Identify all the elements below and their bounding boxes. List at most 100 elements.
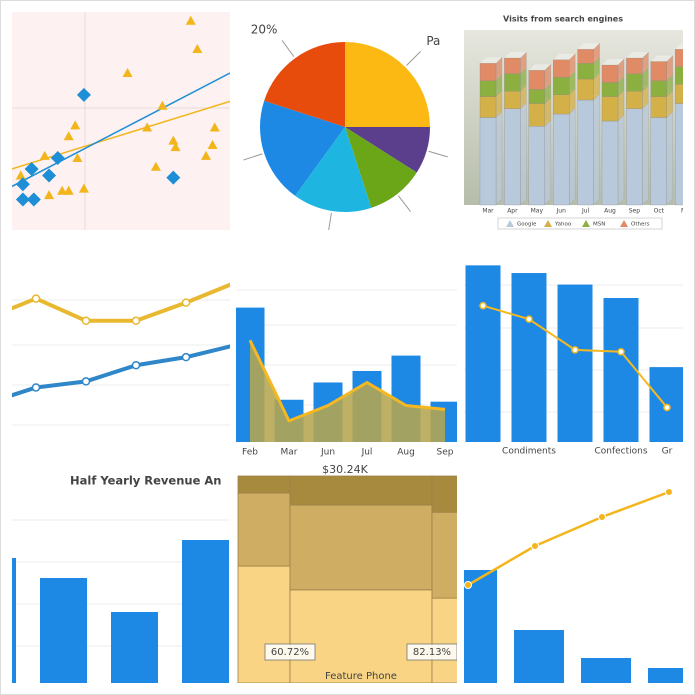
line-series: [12, 282, 230, 323]
pie-slice: [295, 127, 372, 212]
bar-top: [577, 43, 600, 50]
bar-segment: [553, 113, 570, 206]
mekko-segment: [289, 504, 433, 591]
scatter-point: [168, 135, 179, 145]
bar: [648, 668, 683, 683]
bar-segment: [479, 96, 497, 118]
line-point: [525, 315, 533, 323]
bar: [603, 298, 639, 442]
mekko-segment: [237, 492, 291, 567]
bar: [12, 558, 16, 683]
scatter-point: [63, 185, 74, 195]
bar-segment: [650, 117, 667, 206]
x-tick-label: Gr: [662, 447, 673, 457]
chart-title: $30.24K: [322, 463, 368, 476]
scatter-point: [150, 161, 161, 171]
bar-segment: [577, 99, 594, 206]
chart-panel: Pa 20%: [243, 22, 448, 230]
scatter-point: [63, 131, 74, 141]
line-point: [81, 377, 91, 386]
slice-label: Pa: [426, 34, 440, 48]
bar: [182, 540, 229, 683]
x-tick-label: May: [531, 208, 544, 215]
annotation-box: [406, 643, 457, 661]
bar: [464, 570, 497, 683]
bar: [557, 284, 593, 442]
area-line: [248, 339, 446, 423]
bar-segment: [553, 94, 570, 115]
scatter-point: [157, 100, 168, 110]
x-tick-label: Sep: [437, 448, 454, 458]
area: [250, 340, 445, 442]
line-point: [181, 352, 191, 362]
bar: [514, 630, 564, 683]
scatter-point: [24, 161, 39, 176]
x-tick-label: N: [681, 208, 686, 215]
bar-segment: [577, 63, 594, 80]
scatter-point: [192, 44, 203, 54]
x-tick-label: Jun: [556, 208, 567, 215]
bar: [465, 265, 501, 442]
bar-segment: [675, 49, 683, 67]
mekko-segment: [431, 511, 457, 599]
scatter-point: [207, 139, 218, 149]
chart-title: Visits from search engines: [503, 15, 623, 24]
bar-side: [642, 102, 649, 206]
bar-segment: [601, 64, 619, 83]
scatter-point: [76, 87, 91, 102]
line-point: [131, 316, 141, 326]
bar-segment: [650, 80, 667, 97]
bar-segment: [479, 63, 497, 81]
mekko-segment: [431, 597, 457, 683]
mekko-segment: [431, 475, 457, 513]
line-point: [81, 316, 91, 326]
line-point: [663, 403, 671, 412]
x-tick-label: Aug: [397, 448, 415, 458]
mekko-segment: [289, 589, 433, 683]
annotation: 82.13%: [413, 647, 451, 658]
bar-top: [602, 59, 624, 65]
x-tick-label: Confections: [594, 447, 647, 457]
scatter-point: [78, 183, 89, 193]
legend-swatch: [620, 220, 628, 227]
line-point: [464, 581, 472, 589]
scatter-point: [42, 168, 57, 183]
pie-slice: [264, 41, 345, 128]
bar-segment: [528, 89, 545, 104]
bar-segment: [626, 108, 643, 206]
annotation: 60.72%: [271, 647, 309, 658]
legend-swatch: [544, 220, 552, 227]
scatter-point: [201, 150, 212, 160]
bar-segment: [504, 73, 521, 92]
bar-top: [504, 52, 527, 58]
line-series: [12, 344, 230, 398]
trend-line: [12, 72, 230, 188]
bar-side: [666, 111, 673, 206]
annotation-box: [264, 643, 316, 661]
bar-top: [553, 53, 576, 60]
bar-segment: [479, 117, 497, 206]
chart-panel: Feature Phone 60.72% 82.13%: [237, 475, 457, 683]
bar: [40, 578, 87, 683]
legend-swatch: [506, 220, 514, 227]
line-series: [467, 490, 670, 587]
x-tick-label: Oct: [654, 208, 665, 215]
bar-segment: [577, 78, 594, 101]
chart-panel: [12, 282, 230, 398]
bar: [581, 658, 631, 683]
x-tick-label: Mar: [281, 448, 298, 458]
bar-segment: [675, 66, 683, 85]
bar-side: [495, 111, 503, 206]
scatter-point: [70, 120, 81, 130]
scatter-point: [209, 122, 220, 132]
bar-segment: [528, 103, 545, 127]
bar: [511, 273, 547, 442]
line-point: [131, 360, 141, 370]
line-point: [31, 294, 41, 303]
legend-box: [497, 217, 663, 230]
line-point: [181, 298, 191, 307]
bar-segment: [675, 84, 683, 104]
bar-segment: [650, 61, 667, 81]
bar-segment: [650, 96, 667, 118]
